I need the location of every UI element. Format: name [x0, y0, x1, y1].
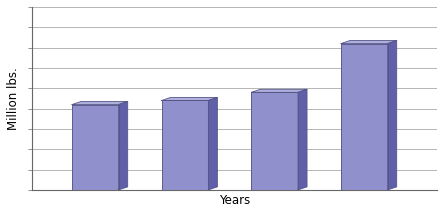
Polygon shape	[72, 104, 119, 190]
Polygon shape	[162, 100, 208, 190]
Polygon shape	[251, 89, 307, 92]
Polygon shape	[251, 92, 298, 190]
Y-axis label: Million lbs.: Million lbs.	[7, 67, 20, 130]
Polygon shape	[208, 97, 218, 190]
Polygon shape	[341, 40, 396, 43]
Polygon shape	[298, 89, 307, 190]
Polygon shape	[119, 101, 128, 190]
Polygon shape	[162, 97, 218, 100]
Polygon shape	[388, 40, 396, 190]
Polygon shape	[341, 43, 388, 190]
Polygon shape	[72, 101, 128, 104]
X-axis label: Years: Years	[219, 194, 250, 207]
